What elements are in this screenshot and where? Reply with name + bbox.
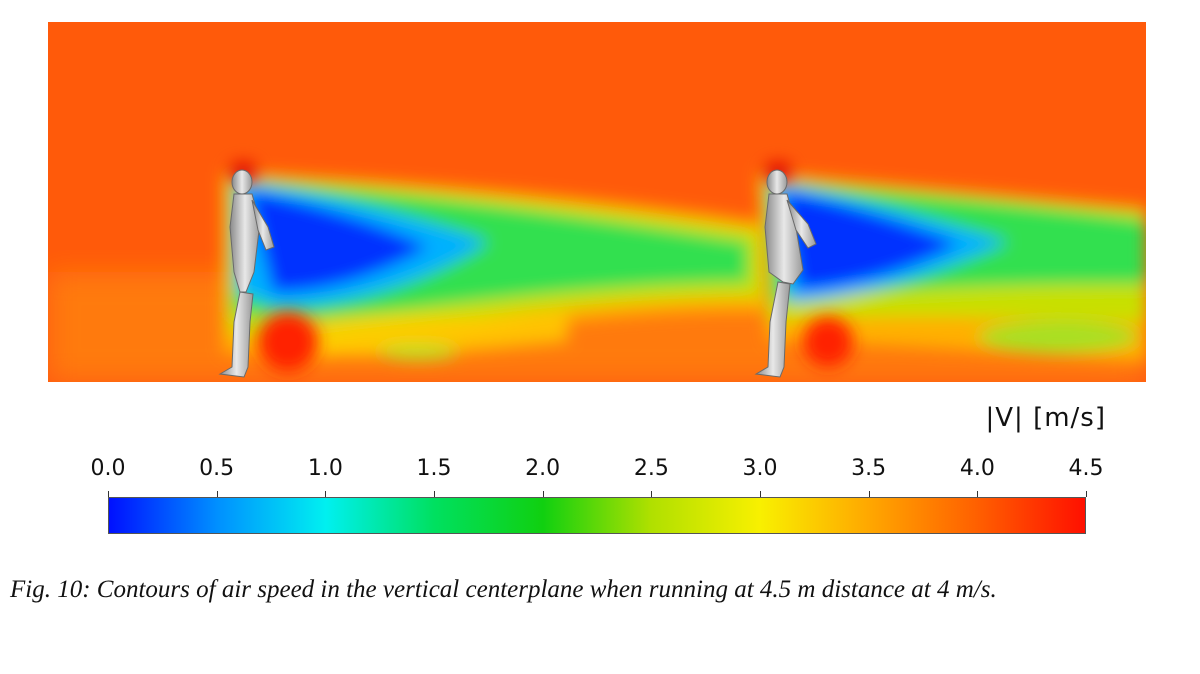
- colorbar-tick-mark: [434, 491, 435, 497]
- colorbar-title: |V| [m/s]: [985, 403, 1106, 433]
- colorbar-tick-mark: [108, 491, 109, 497]
- colorbar-tick-mark: [868, 491, 870, 497]
- colorbar-tick-label: 3.0: [742, 456, 778, 481]
- figure-caption: Fig. 10: Contours of air speed in the ve…: [10, 576, 997, 603]
- colorbar-tick-label: 0.5: [199, 456, 235, 481]
- colorbar-gradient: [108, 497, 1086, 534]
- colorbar-tick-label: 4.5: [1068, 456, 1104, 481]
- colorbar-tick-mark: [651, 491, 653, 497]
- colorbar-tick-label: 3.5: [851, 456, 887, 481]
- colorbar-tick-mark: [216, 491, 218, 497]
- airspeed-contour-plot: [48, 22, 1146, 382]
- colorbar-tick-mark: [977, 491, 979, 497]
- colorbar-tick-label: 1.5: [416, 456, 452, 481]
- colorbar-tick-label: 0.0: [90, 456, 126, 481]
- runner-figure-1: [218, 169, 275, 378]
- wake-first-runner: [223, 172, 768, 362]
- colorbar-tick-mark: [760, 491, 761, 497]
- colorbar-tick-mark: [542, 491, 544, 497]
- colorbar-tick-label: 2.5: [633, 456, 669, 481]
- colorbar-tick-label: 1.0: [307, 456, 343, 481]
- runner-figure-2: [754, 169, 817, 378]
- colorbar-tick-label: 2.0: [525, 456, 561, 481]
- colorbar-tick-label: 4.0: [959, 456, 995, 481]
- colorbar-tick-mark: [1086, 491, 1087, 497]
- colorbar-tick-mark: [325, 491, 327, 497]
- colorbar: [108, 497, 1086, 534]
- wake-second-runner: [758, 172, 1146, 362]
